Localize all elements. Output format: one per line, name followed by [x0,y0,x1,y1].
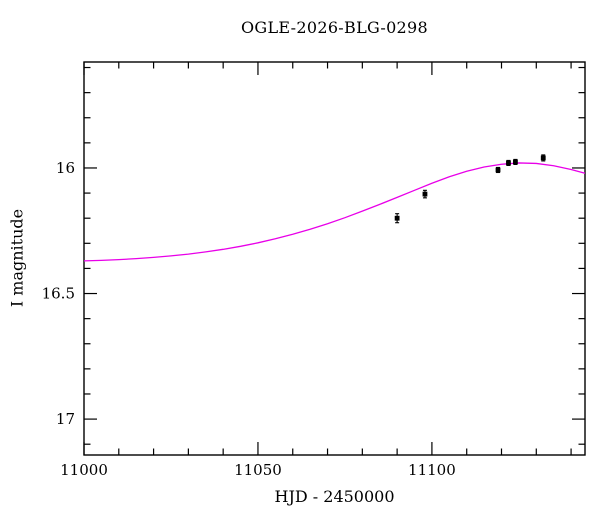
data-points [394,154,546,224]
y-tick-label: 16.5 [42,285,75,303]
x-tick-label: 11100 [408,461,456,479]
data-point-marker [540,155,546,161]
x-tick-label: 11050 [234,461,282,479]
x-tick-labels: 11000 11050 11100 [60,461,456,479]
data-point-marker [394,215,400,221]
x-tick-label: 11000 [60,461,108,479]
model-curve [83,162,586,262]
data-point-marker [506,160,511,166]
y-tick-label: 17 [56,410,75,428]
data-point-marker [422,191,428,197]
data-point-marker [495,167,501,173]
y-axis-ticks [84,66,585,445]
y-tick-labels: 16 16.5 17 [42,159,75,428]
chart-title: OGLE-2026-BLG-0298 [240,18,429,37]
plot-frame [83,61,586,456]
x-axis-ticks [83,62,572,455]
y-tick-label: 16 [56,159,75,177]
data-point-marker [513,159,518,165]
x-axis-label: HJD - 2450000 [274,487,395,506]
